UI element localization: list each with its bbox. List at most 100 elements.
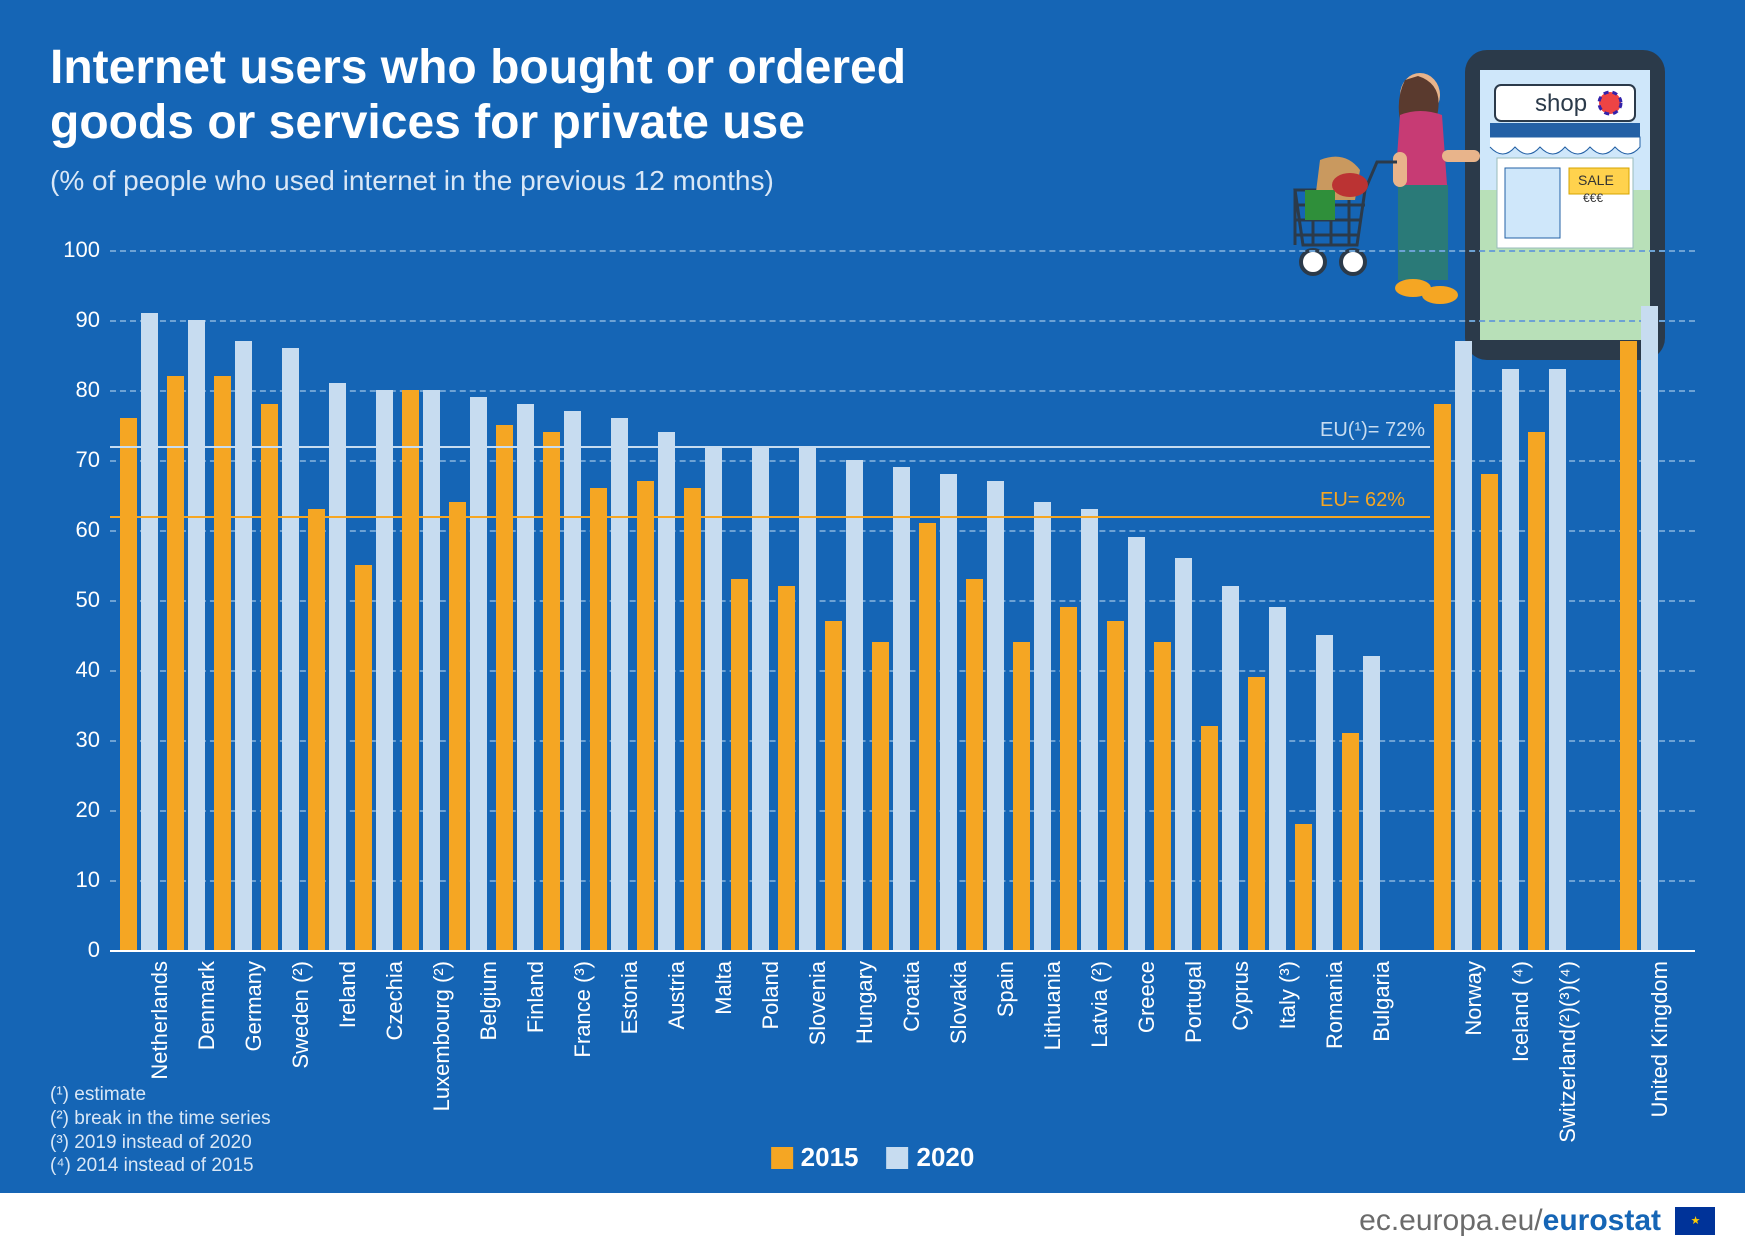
bar-2020 bbox=[1128, 537, 1145, 950]
y-tick-label: 80 bbox=[50, 377, 100, 403]
legend: 20152020 bbox=[771, 1142, 975, 1173]
y-tick-label: 100 bbox=[50, 237, 100, 263]
gridline bbox=[110, 950, 1695, 952]
x-tick-label: Bulgaria bbox=[1369, 961, 1395, 1042]
reference-line-label: EU= 62% bbox=[1320, 489, 1405, 516]
x-tick-label: Slovenia bbox=[805, 961, 831, 1045]
x-tick-label: Austria bbox=[664, 961, 690, 1029]
bar-2015 bbox=[1620, 341, 1637, 950]
bar-2015 bbox=[637, 481, 654, 950]
x-tick-label: France (³) bbox=[570, 961, 596, 1058]
x-tick-label: Netherlands bbox=[147, 961, 173, 1080]
x-tick-label: Latvia (²) bbox=[1087, 961, 1113, 1048]
bar-2020 bbox=[517, 404, 534, 950]
bar-2020 bbox=[1222, 586, 1239, 950]
x-tick-label: United Kingdom bbox=[1647, 961, 1673, 1118]
x-tick-label: Germany bbox=[241, 961, 267, 1051]
y-tick-label: 10 bbox=[50, 867, 100, 893]
y-tick-label: 70 bbox=[50, 447, 100, 473]
bar-2015 bbox=[355, 565, 372, 950]
bar-2020 bbox=[893, 467, 910, 950]
bar-2020 bbox=[1316, 635, 1333, 950]
bar-2020 bbox=[1175, 558, 1192, 950]
price-label-text: €€€ bbox=[1583, 191, 1603, 205]
bar-2020 bbox=[1455, 341, 1472, 950]
bar-2015 bbox=[1013, 642, 1030, 950]
bar-2020 bbox=[752, 446, 769, 950]
x-tick-label: Poland bbox=[758, 961, 784, 1030]
x-tick-label: Switzerland(²)(³)(⁴) bbox=[1555, 961, 1581, 1143]
x-tick-label: Finland bbox=[523, 961, 549, 1033]
x-tick-label: Hungary bbox=[852, 961, 878, 1044]
x-tick-label: Portugal bbox=[1181, 961, 1207, 1043]
bar-2015 bbox=[1528, 432, 1545, 950]
bar-2015 bbox=[1154, 642, 1171, 950]
bar-2020 bbox=[1641, 306, 1658, 950]
infographic-stage: Internet users who bought or ordered goo… bbox=[0, 0, 1745, 1248]
x-axis-labels: NetherlandsDenmarkGermanySweden (²)Irela… bbox=[110, 955, 1695, 1155]
x-tick-label: Slovakia bbox=[946, 961, 972, 1044]
x-tick-label: Iceland (⁴) bbox=[1508, 961, 1534, 1062]
x-tick-label: Luxembourg (²) bbox=[429, 961, 455, 1111]
bar-2015 bbox=[167, 376, 184, 950]
sale-label-text: SALE bbox=[1578, 172, 1614, 188]
legend-swatch bbox=[771, 1147, 793, 1169]
bar-2020 bbox=[658, 432, 675, 950]
x-tick-label: Belgium bbox=[476, 961, 502, 1040]
gridline bbox=[110, 250, 1695, 252]
bar-2015 bbox=[120, 418, 137, 950]
bar-2020 bbox=[564, 411, 581, 950]
bar-2015 bbox=[872, 642, 889, 950]
bar-2015 bbox=[402, 390, 419, 950]
x-tick-label: Spain bbox=[993, 961, 1019, 1017]
bar-2015 bbox=[590, 488, 607, 950]
y-tick-label: 50 bbox=[50, 587, 100, 613]
bar-2020 bbox=[705, 446, 722, 950]
x-tick-label: Lithuania bbox=[1040, 961, 1066, 1050]
bar-2015 bbox=[1295, 824, 1312, 950]
x-tick-label: Sweden (²) bbox=[288, 961, 314, 1069]
bar-2020 bbox=[846, 460, 863, 950]
reference-line bbox=[110, 516, 1430, 518]
page-subtitle: (% of people who used internet in the pr… bbox=[50, 165, 774, 197]
y-tick-label: 60 bbox=[50, 517, 100, 543]
x-tick-label: Malta bbox=[711, 961, 737, 1015]
x-tick-label: Estonia bbox=[617, 961, 643, 1034]
footnote-line: (⁴) 2014 instead of 2015 bbox=[50, 1154, 271, 1178]
bar-2020 bbox=[1502, 369, 1519, 950]
footer-brand: eurostat bbox=[1543, 1204, 1661, 1237]
eu-flag-icon bbox=[1675, 1207, 1715, 1235]
page-title: Internet users who bought or ordered goo… bbox=[50, 40, 906, 150]
legend-item: 2015 bbox=[771, 1142, 859, 1173]
bar-2020 bbox=[282, 348, 299, 950]
x-tick-label: Italy (³) bbox=[1275, 961, 1301, 1029]
x-tick-label: Ireland bbox=[335, 961, 361, 1028]
x-tick-label: Greece bbox=[1134, 961, 1160, 1033]
bar-2015 bbox=[966, 579, 983, 950]
bar-2020 bbox=[1081, 509, 1098, 950]
footnote-line: (²) break in the time series bbox=[50, 1107, 271, 1131]
bar-2020 bbox=[940, 474, 957, 950]
bar-2015 bbox=[1248, 677, 1265, 950]
bar-2020 bbox=[376, 390, 393, 950]
reference-line-label: EU(¹)= 72% bbox=[1320, 419, 1425, 446]
bar-2020 bbox=[1269, 607, 1286, 950]
y-tick-label: 20 bbox=[50, 797, 100, 823]
bar-2015 bbox=[919, 523, 936, 950]
y-tick-label: 40 bbox=[50, 657, 100, 683]
bar-2015 bbox=[778, 586, 795, 950]
shop-label-text: shop bbox=[1535, 90, 1587, 117]
bar-2020 bbox=[141, 313, 158, 950]
bar-2020 bbox=[329, 383, 346, 950]
x-tick-label: Croatia bbox=[899, 961, 925, 1032]
bar-2020 bbox=[611, 418, 628, 950]
y-tick-label: 90 bbox=[50, 307, 100, 333]
bar-2015 bbox=[449, 502, 466, 950]
plot-area: EU(¹)= 72% EU= 62% bbox=[110, 250, 1695, 950]
y-tick-label: 0 bbox=[50, 937, 100, 963]
bar-2015 bbox=[1342, 733, 1359, 950]
bar-2015 bbox=[214, 376, 231, 950]
footer-domain: ec.europa.eu/ bbox=[1359, 1204, 1542, 1237]
y-tick-label: 30 bbox=[50, 727, 100, 753]
x-tick-label: Czechia bbox=[382, 961, 408, 1040]
